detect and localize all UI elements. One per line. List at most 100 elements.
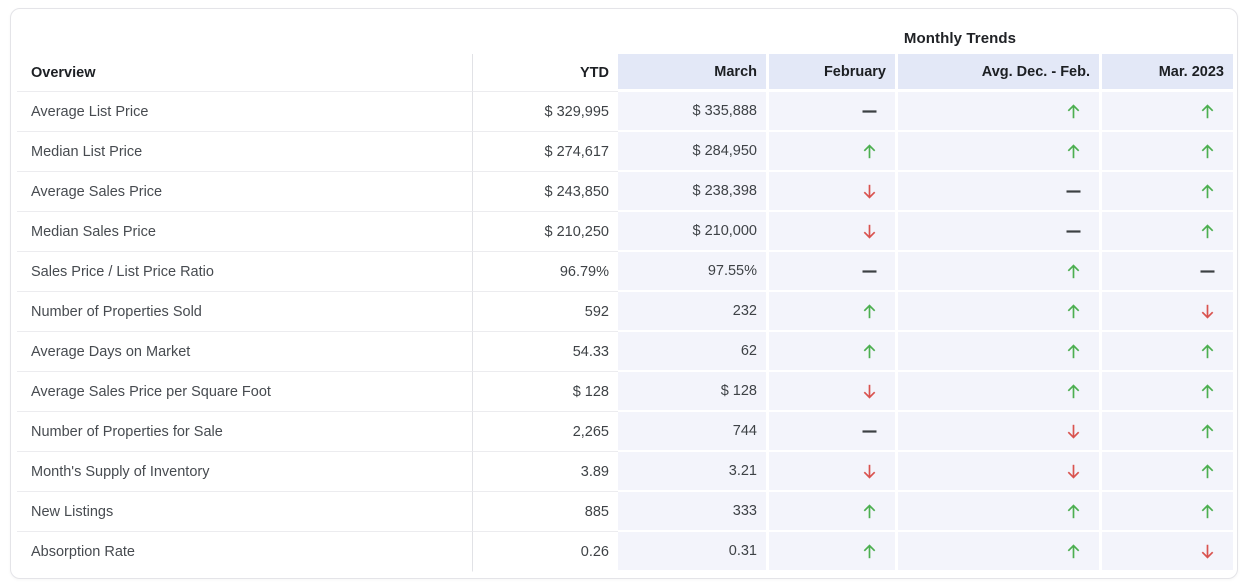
trend-flat-dash-icon (1200, 269, 1215, 273)
row-label: New Listings (17, 492, 473, 532)
trend-cell-february (766, 492, 895, 532)
trend-cell-avg-dec-feb (895, 372, 1099, 412)
market-overview-card: Monthly Trends Overview YTD March Februa… (10, 8, 1238, 579)
row-label: Average Sales Price per Square Foot (17, 372, 473, 412)
march-value: $ 210,000 (618, 212, 766, 252)
trend-up-icon (1067, 543, 1080, 558)
trend-cell-mar-2023 (1099, 532, 1233, 572)
row-label: Number of Properties for Sale (17, 412, 473, 452)
column-header-march: March (618, 54, 766, 92)
trend-cell-february (766, 92, 895, 132)
trend-down-icon (1067, 464, 1080, 479)
trend-up-icon (1201, 503, 1214, 518)
trend-flat-dash-icon (1066, 189, 1081, 193)
column-header-ytd: YTD (473, 54, 618, 92)
march-value: 3.21 (618, 452, 766, 492)
trend-cell-february (766, 212, 895, 252)
trend-cell-avg-dec-feb (895, 492, 1099, 532)
trend-up-icon (1067, 303, 1080, 318)
trend-cell-avg-dec-feb (895, 172, 1099, 212)
trend-cell-mar-2023 (1099, 92, 1233, 132)
trend-cell-february (766, 372, 895, 412)
march-value: 744 (618, 412, 766, 452)
trend-cell-avg-dec-feb (895, 292, 1099, 332)
trend-down-icon (1201, 304, 1214, 319)
trend-cell-avg-dec-feb (895, 412, 1099, 452)
trend-cell-mar-2023 (1099, 172, 1233, 212)
row-label: Median List Price (17, 132, 473, 172)
ytd-value: 592 (473, 292, 618, 332)
trend-up-icon (1067, 103, 1080, 118)
column-header-overview: Overview (17, 54, 473, 92)
march-value: $ 335,888 (618, 92, 766, 132)
trend-flat-dash-icon (862, 269, 877, 273)
trend-cell-avg-dec-feb (895, 532, 1099, 572)
trend-cell-february (766, 452, 895, 492)
trend-up-icon (863, 343, 876, 358)
monthly-trends-title: Monthly Trends (903, 30, 1017, 47)
trend-cell-avg-dec-feb (895, 332, 1099, 372)
march-value: $ 238,398 (618, 172, 766, 212)
trend-up-icon (1201, 143, 1214, 158)
column-header-avg-dec-feb: Avg. Dec. - Feb. (895, 54, 1099, 92)
trend-cell-february (766, 132, 895, 172)
trend-up-icon (1201, 223, 1214, 238)
trend-flat-dash-icon (862, 429, 877, 433)
ytd-value: 2,265 (473, 412, 618, 452)
overview-table: Overview YTD March February Avg. Dec. - … (17, 54, 1233, 572)
trend-cell-mar-2023 (1099, 332, 1233, 372)
ytd-value: 0.26 (580, 543, 609, 560)
trend-cell-mar-2023 (1099, 492, 1233, 532)
ytd-value: $ 128 (473, 372, 618, 412)
row-label: Absorption Rate (17, 532, 473, 572)
trend-cell-february (766, 532, 895, 572)
trend-flat-dash-icon (1066, 229, 1081, 233)
trend-cell-february (766, 332, 895, 372)
trend-up-icon (1201, 103, 1214, 118)
trend-cell-february (766, 172, 895, 212)
trend-up-icon (1201, 423, 1214, 438)
trend-up-icon (1067, 503, 1080, 518)
row-label: Average Days on Market (17, 332, 473, 372)
ytd-value: 96.79% (473, 252, 618, 292)
ytd-value: $ 329,995 (473, 92, 618, 132)
trend-cell-mar-2023 (1099, 252, 1233, 292)
trend-down-icon (863, 224, 876, 239)
trend-down-icon (863, 184, 876, 199)
row-label: Average List Price (17, 92, 473, 132)
trend-cell-mar-2023 (1099, 412, 1233, 452)
ytd-value: 54.33 (473, 332, 618, 372)
trend-up-icon (1067, 263, 1080, 278)
trend-up-icon (863, 543, 876, 558)
column-header-february: February (766, 54, 895, 92)
column-header-mar-2023: Mar. 2023 (1099, 54, 1233, 92)
trend-down-icon (863, 384, 876, 399)
trend-cell-mar-2023 (1099, 292, 1233, 332)
trend-up-icon (1067, 143, 1080, 158)
ytd-value: $ 274,617 (473, 132, 618, 172)
trend-cell-mar-2023 (1099, 372, 1233, 412)
trend-cell-avg-dec-feb (895, 252, 1099, 292)
march-value: 0.31 (618, 532, 766, 572)
trend-cell-avg-dec-feb (895, 452, 1099, 492)
trend-up-icon (863, 503, 876, 518)
trend-up-icon (1067, 383, 1080, 398)
march-value: $ 284,950 (618, 132, 766, 172)
trend-cell-avg-dec-feb (895, 132, 1099, 172)
trend-cell-avg-dec-feb (895, 212, 1099, 252)
trend-up-icon (1201, 463, 1214, 478)
trend-cell-mar-2023 (1099, 212, 1233, 252)
row-label: Number of Properties Sold (17, 292, 473, 332)
ytd-value: $ 210,250 (473, 212, 618, 252)
trend-up-icon (1201, 183, 1214, 198)
trend-cell-february (766, 252, 895, 292)
trend-cell-avg-dec-feb (895, 92, 1099, 132)
ytd-value: 3.89 (473, 452, 618, 492)
march-value: 62 (618, 332, 766, 372)
march-value: 333 (618, 492, 766, 532)
trend-up-icon (863, 303, 876, 318)
trend-down-icon (1067, 424, 1080, 439)
trend-down-icon (1201, 544, 1214, 559)
march-value: 232 (618, 292, 766, 332)
trend-up-icon (1201, 383, 1214, 398)
